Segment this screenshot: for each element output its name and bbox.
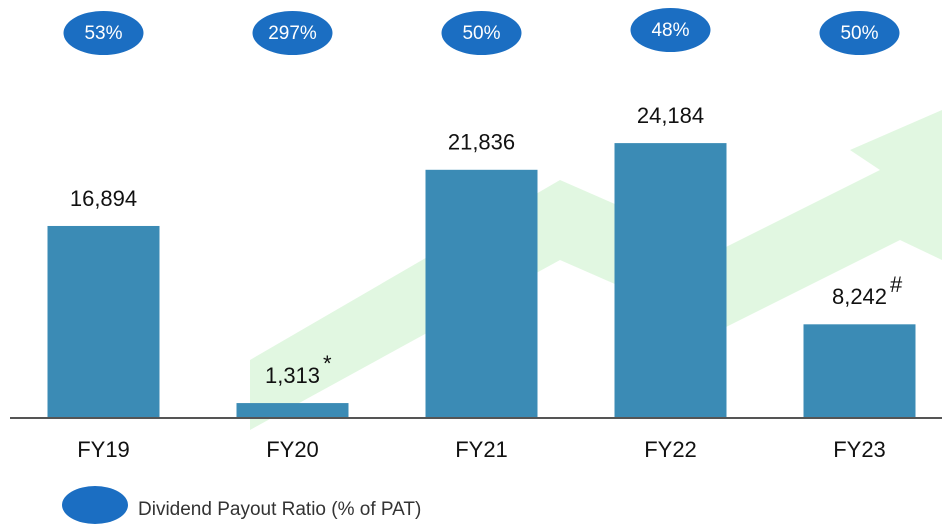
- value-note: #: [890, 272, 903, 297]
- value-label: 8,242: [832, 284, 887, 309]
- bar: [48, 226, 160, 418]
- bar: [426, 170, 538, 418]
- legend-label: Dividend Payout Ratio (% of PAT): [138, 499, 421, 520]
- x-tick-label: FY19: [77, 437, 130, 462]
- bar: [237, 403, 349, 418]
- value-label: 1,313: [265, 363, 320, 388]
- payout-label: 297%: [268, 23, 317, 44]
- payout-label: 48%: [651, 20, 689, 41]
- legend-swatch: [62, 486, 128, 524]
- value-label: 16,894: [70, 186, 137, 211]
- value-label: 24,184: [637, 103, 704, 128]
- x-tick-label: FY20: [266, 437, 319, 462]
- x-tick-label: FY21: [455, 437, 508, 462]
- payout-label: 53%: [84, 23, 122, 44]
- chart: Dividend Payout Ratio (% of PAT) FY19 16,…: [0, 0, 942, 524]
- x-tick-label: FY23: [833, 437, 886, 462]
- value-label: 21,836: [448, 130, 515, 155]
- payout-label: 50%: [840, 23, 878, 44]
- bar: [804, 324, 916, 418]
- x-tick-label: FY22: [644, 437, 697, 462]
- bar: [615, 143, 727, 418]
- value-note: *: [323, 351, 332, 376]
- payout-label: 50%: [462, 23, 500, 44]
